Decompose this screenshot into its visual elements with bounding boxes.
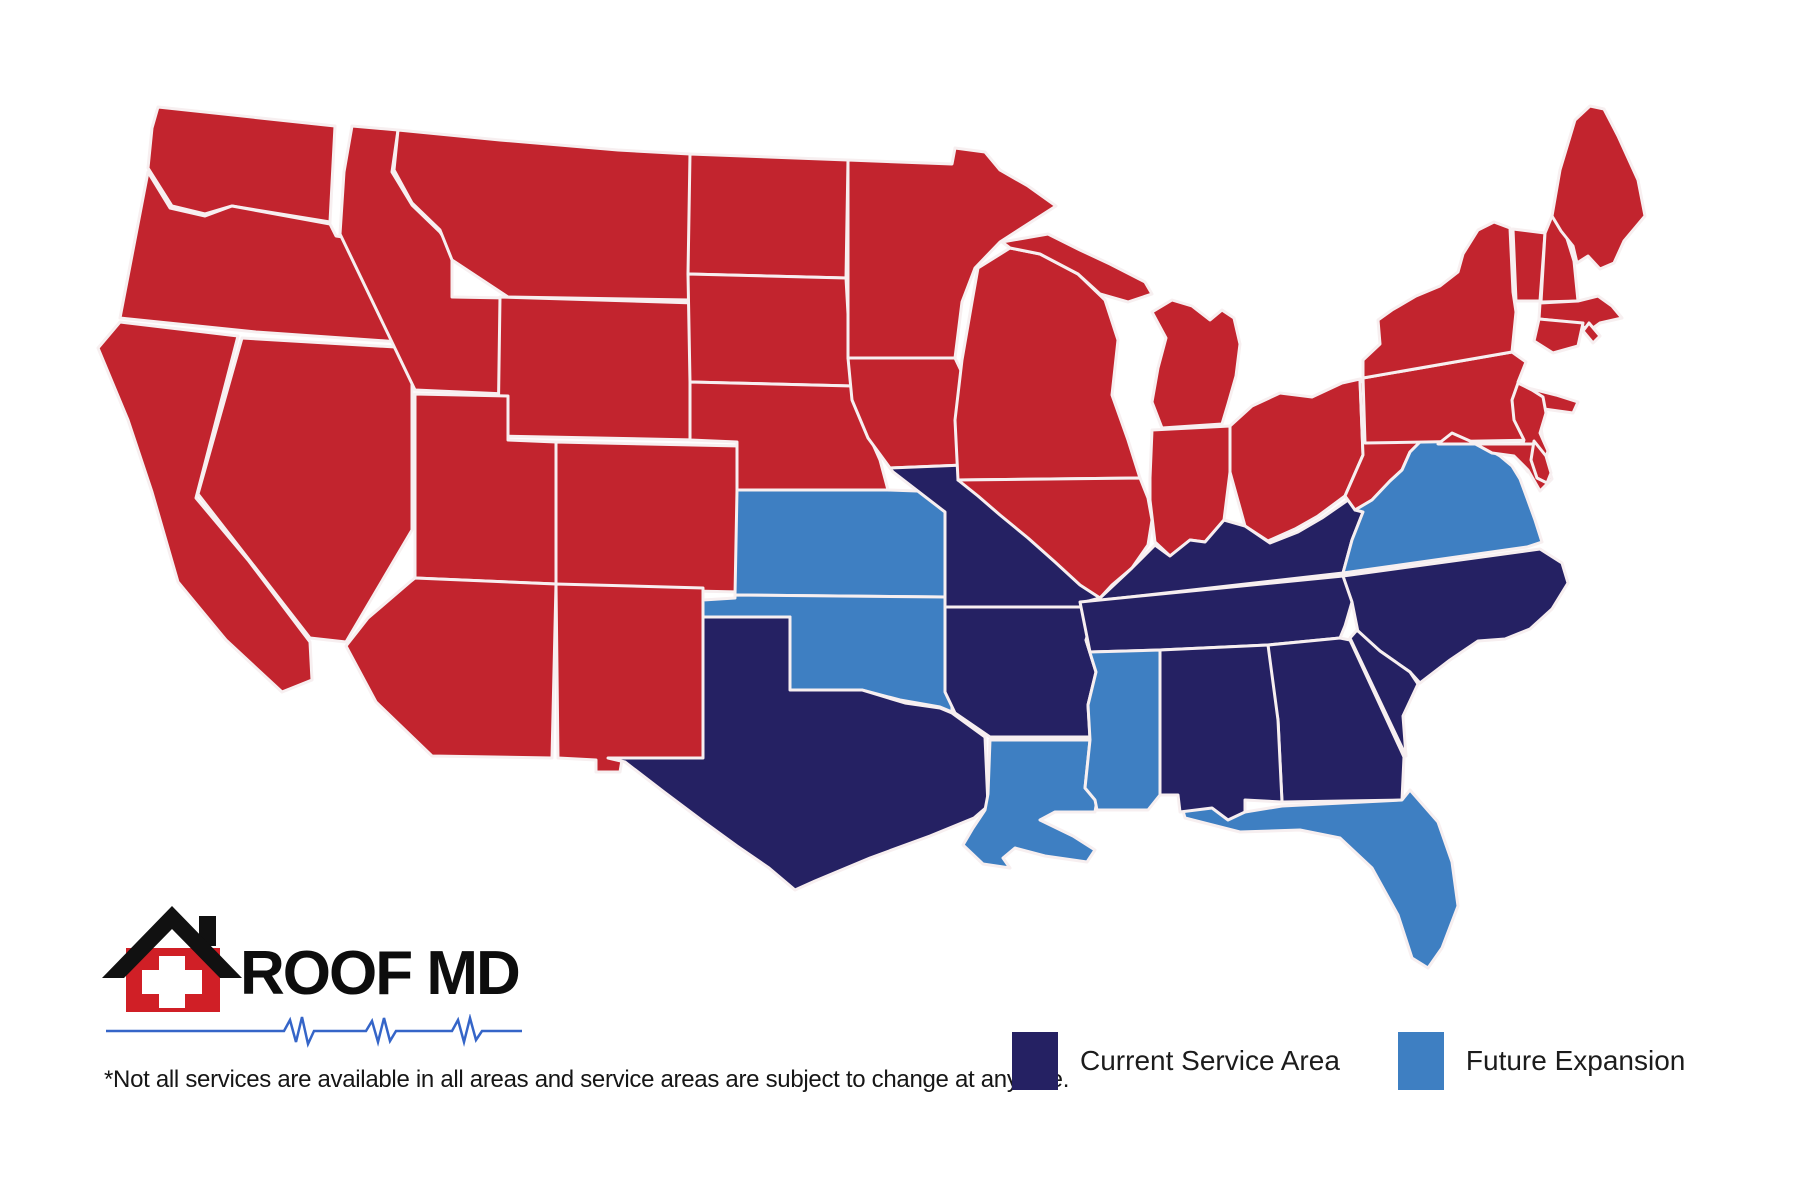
state-NY <box>1361 220 1518 380</box>
roof-md-logo: ROOF MD <box>100 896 540 1056</box>
logo-wordmark: ROOF MD <box>240 939 521 1008</box>
disclaimer-text: *Not all services are available in all a… <box>104 1066 1070 1093</box>
heartbeat-line-icon <box>106 1014 522 1048</box>
state-SD <box>686 272 854 388</box>
state-WA <box>146 105 337 224</box>
state-AL <box>1158 643 1284 822</box>
state-ND <box>686 152 850 280</box>
state-MI <box>1000 232 1154 304</box>
state-MI <box>1150 298 1242 430</box>
state-CO <box>554 440 742 594</box>
future-expansion-swatch <box>1397 1032 1444 1090</box>
state-ID <box>338 124 510 396</box>
state-FL <box>1178 788 1460 970</box>
house-cross-icon <box>102 906 242 1012</box>
state-OR <box>118 170 422 344</box>
state-KS <box>733 488 947 599</box>
state-DE <box>1529 439 1553 485</box>
state-VA <box>1341 414 1544 575</box>
current-service-area-label: Current Service Area <box>1080 1045 1340 1076</box>
state-NM <box>554 582 705 774</box>
state-WY <box>496 295 697 442</box>
state-AR <box>943 605 1098 739</box>
state-TX <box>606 615 990 892</box>
state-CT <box>1532 317 1585 355</box>
state-AZ <box>344 576 558 760</box>
legend-item-future: Future Expansion <box>1397 1032 1686 1090</box>
future-expansion-label: Future Expansion <box>1465 1045 1686 1076</box>
state-RI <box>1581 321 1602 345</box>
state-ME <box>1550 104 1647 271</box>
current-service-area-swatch <box>1012 1032 1058 1090</box>
state-SC <box>1348 628 1420 758</box>
state-CA <box>96 320 314 694</box>
map-legend: Current Service Area Future Expansion <box>1012 1032 1685 1090</box>
legend-item-current: Current Service Area <box>1012 1032 1340 1090</box>
state-MS <box>1083 638 1162 812</box>
